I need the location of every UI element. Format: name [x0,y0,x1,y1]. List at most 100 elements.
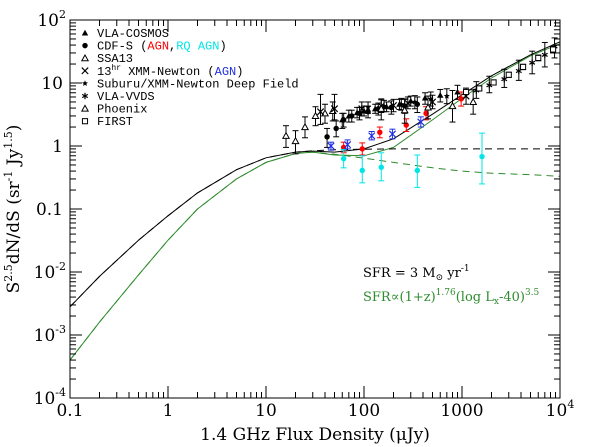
data-point [324,134,330,140]
data-point [476,85,483,92]
data-point [423,110,429,117]
suburu-xmm-newton-deep-field-series [365,88,450,114]
asterisk-stroke [529,60,536,65]
legend-label: Suburu/XMM-Newton Deep Field [97,77,299,91]
legend-marker [81,29,89,36]
y-tick-label: 10-4 [34,386,66,409]
y-tick-label: 10-3 [34,323,66,346]
data-point [330,105,339,113]
cross-stroke [316,108,325,116]
y-tick-label: 10-2 [34,260,66,283]
annotations: SFR = 3 M⊙ yr-1 SFR∝(1+z)1.76(log Lx-40)3… [363,264,540,307]
dashed-black-model-line [69,148,560,308]
y-tick-label: 0.1 [36,200,63,220]
data-point [443,92,450,99]
cross-stroke [404,99,412,107]
data-point [389,101,398,110]
cdf-s-agn-series [340,91,465,156]
data-point [311,111,320,120]
legend-marker [81,118,89,125]
data-point [427,95,434,102]
legend-label: CDF-S (AGN,RQ AGN) [97,40,227,54]
data-point [400,105,409,114]
dashed-green-model-line [69,151,561,361]
legend-marker [82,80,88,86]
annotation-text: SFR∝(1+z)1.76(log Lx-40)3.5 [363,288,540,307]
legend-entry: VLA-COSMOS [81,27,169,41]
legend-label: VLA-VVDS [97,90,155,104]
asterisk-stroke [501,77,508,82]
data-point [368,132,376,140]
data-point [520,63,527,70]
legend-entry: Phoenix [80,103,147,117]
data-point [490,79,497,86]
axis-tick-labels: 0.1 1 10 100 1000 104 10-4 10-3 10-2 0.1 1 10 102 [34,8,575,421]
data-point [448,101,457,110]
data-points [281,37,558,188]
data-point [417,118,425,126]
data-point [359,146,365,152]
x-tick-label: 10 [255,401,277,421]
phoenix-series [377,89,478,124]
x-tick-label: 0.1 [56,401,83,421]
asterisk-stroke [515,68,522,74]
cross-stroke [358,105,366,113]
data-point [378,164,384,170]
data-point [388,130,397,138]
axis-ticks [69,20,560,399]
data-point [356,110,363,117]
data-point [458,96,464,102]
data-point [462,88,470,96]
asterisk-stroke [541,52,548,57]
data-point [469,97,478,106]
data-point [333,125,339,132]
data-point [501,75,508,83]
data-point [535,54,542,61]
data-point [291,136,300,145]
y-tick-label: 10 [41,74,63,94]
data-point [479,153,485,160]
legend-label: FIRST [97,115,133,129]
legend-entry: FIRST [81,115,133,129]
13hr-xmm-newton-agn-series [327,116,425,151]
data-point [529,59,536,66]
data-point [316,108,325,116]
legend-label: VLA-COSMOS [97,27,169,41]
data-point [414,167,421,174]
x-tick-label: 104 [546,398,575,421]
x-tick-label: 100 [348,401,380,421]
cross-stroke [417,118,425,126]
data-point [404,99,412,107]
legend-entry: 13hr XMM-Newton (AGN) [81,64,243,79]
y-tick-label: 1 [52,137,63,157]
asterisk-stroke [81,93,89,99]
legend-marker [80,53,90,62]
cross-stroke [388,130,397,138]
cross-stroke [327,142,335,150]
data-point [281,131,291,139]
legend-marker [81,67,89,75]
data-point [365,104,372,110]
data-point [398,101,405,107]
legend-marker [82,42,88,49]
cdf-s-rq-agn-series [340,132,486,188]
data-point [340,117,347,123]
y-axis-label: S2.5dN/dS (sr-1 Jy1.5) [2,125,24,294]
cross-stroke [81,67,89,75]
legend-marker [81,92,89,100]
x-tick-label: 1000 [440,401,483,421]
legend-label: 13hr XMM-Newton (AGN) [97,64,243,79]
legend-label: SSA13 [97,52,133,66]
y-tick-label: 102 [37,8,66,31]
legend-marker [80,104,90,112]
legend-label: Phoenix [97,103,147,117]
data-point [327,142,335,150]
data-point [340,155,347,162]
asterisk-stroke [486,83,493,88]
cross-stroke [368,132,376,140]
data-point [541,51,548,59]
legend-entry: VLA-VVDS [81,90,155,104]
data-point [343,141,352,149]
